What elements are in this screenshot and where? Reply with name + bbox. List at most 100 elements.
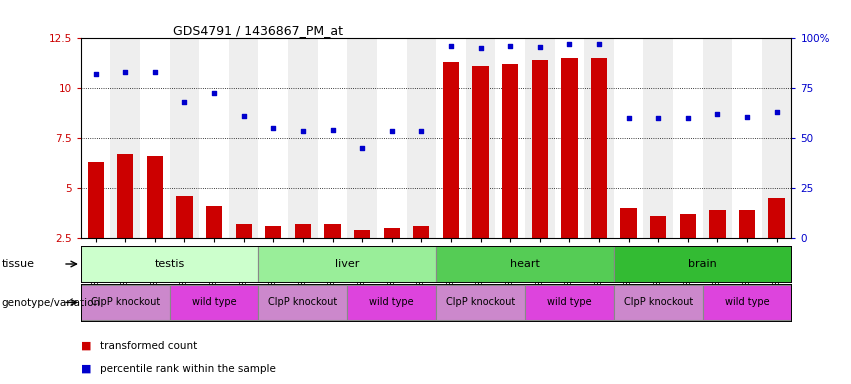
Text: heart: heart bbox=[510, 259, 540, 269]
Text: testis: testis bbox=[155, 259, 185, 269]
Bar bbox=[443, 62, 459, 238]
Bar bbox=[703, 38, 732, 238]
Text: wild type: wild type bbox=[547, 297, 591, 308]
Bar bbox=[472, 66, 488, 238]
Bar bbox=[584, 38, 614, 238]
Point bbox=[740, 114, 754, 120]
Bar bbox=[614, 38, 643, 238]
Point bbox=[622, 115, 636, 121]
Point bbox=[148, 69, 162, 75]
Bar bbox=[502, 65, 518, 238]
Bar bbox=[169, 38, 199, 238]
Bar bbox=[673, 38, 703, 238]
Point bbox=[237, 113, 250, 119]
Point bbox=[681, 115, 694, 121]
Bar bbox=[650, 216, 666, 238]
Text: wild type: wild type bbox=[369, 297, 414, 308]
Bar bbox=[317, 38, 347, 238]
Bar bbox=[354, 230, 370, 238]
Bar bbox=[236, 224, 252, 238]
Bar bbox=[614, 285, 703, 320]
Bar bbox=[407, 38, 436, 238]
Bar bbox=[436, 285, 525, 320]
Bar bbox=[555, 38, 584, 238]
Text: tissue: tissue bbox=[2, 259, 35, 269]
Bar bbox=[111, 38, 140, 238]
Text: ClpP knockout: ClpP knockout bbox=[446, 297, 515, 308]
Text: genotype/variation: genotype/variation bbox=[2, 298, 100, 308]
Text: wild type: wild type bbox=[191, 297, 237, 308]
Bar bbox=[117, 154, 134, 238]
Point bbox=[651, 115, 665, 121]
Point bbox=[266, 125, 280, 131]
Bar bbox=[709, 210, 726, 238]
Bar bbox=[525, 38, 555, 238]
Bar bbox=[768, 198, 785, 238]
Point bbox=[533, 44, 546, 50]
Bar bbox=[266, 226, 282, 238]
Bar bbox=[561, 58, 578, 238]
Bar bbox=[436, 247, 614, 281]
Bar bbox=[377, 38, 407, 238]
Bar bbox=[146, 156, 163, 238]
Point bbox=[296, 128, 310, 134]
Text: ClpP knockout: ClpP knockout bbox=[268, 297, 338, 308]
Bar bbox=[643, 38, 673, 238]
Text: GDS4791 / 1436867_PM_at: GDS4791 / 1436867_PM_at bbox=[174, 24, 343, 37]
Bar bbox=[465, 38, 495, 238]
Bar bbox=[229, 38, 259, 238]
Bar bbox=[739, 210, 755, 238]
Bar bbox=[620, 208, 637, 238]
Point bbox=[503, 43, 517, 50]
Point bbox=[178, 99, 191, 105]
Bar bbox=[81, 38, 111, 238]
Bar bbox=[347, 285, 436, 320]
Text: percentile rank within the sample: percentile rank within the sample bbox=[100, 364, 276, 374]
Bar bbox=[414, 226, 430, 238]
Bar bbox=[762, 38, 791, 238]
Bar bbox=[259, 38, 288, 238]
Bar bbox=[732, 38, 762, 238]
Bar bbox=[495, 38, 525, 238]
Point bbox=[118, 69, 132, 75]
Point bbox=[444, 43, 458, 50]
Bar bbox=[206, 206, 222, 238]
Bar bbox=[169, 285, 259, 320]
Point bbox=[414, 128, 428, 134]
Bar bbox=[703, 285, 791, 320]
Bar bbox=[436, 38, 465, 238]
Text: ClpP knockout: ClpP knockout bbox=[91, 297, 160, 308]
Text: ■: ■ bbox=[81, 364, 94, 374]
Bar bbox=[384, 228, 400, 238]
Bar bbox=[347, 38, 377, 238]
Point bbox=[563, 41, 576, 48]
Bar bbox=[680, 214, 696, 238]
Text: brain: brain bbox=[688, 259, 717, 269]
Bar bbox=[140, 38, 169, 238]
Bar bbox=[259, 285, 347, 320]
Point bbox=[356, 145, 369, 151]
Bar bbox=[324, 224, 340, 238]
Text: ClpP knockout: ClpP knockout bbox=[624, 297, 693, 308]
Text: ■: ■ bbox=[81, 341, 94, 351]
Text: wild type: wild type bbox=[725, 297, 769, 308]
Bar bbox=[259, 247, 436, 281]
Text: transformed count: transformed count bbox=[100, 341, 197, 351]
Bar bbox=[532, 60, 548, 238]
Bar bbox=[591, 58, 607, 238]
Bar bbox=[88, 162, 104, 238]
Point bbox=[711, 111, 724, 118]
Point bbox=[770, 109, 784, 115]
Point bbox=[208, 90, 221, 96]
Bar bbox=[525, 285, 614, 320]
Bar bbox=[294, 224, 311, 238]
Bar bbox=[81, 247, 259, 281]
Text: liver: liver bbox=[335, 259, 359, 269]
Bar bbox=[614, 247, 791, 281]
Bar bbox=[288, 38, 317, 238]
Point bbox=[385, 128, 398, 134]
Point bbox=[592, 41, 606, 48]
Point bbox=[474, 45, 488, 51]
Point bbox=[89, 71, 102, 78]
Bar bbox=[176, 196, 192, 238]
